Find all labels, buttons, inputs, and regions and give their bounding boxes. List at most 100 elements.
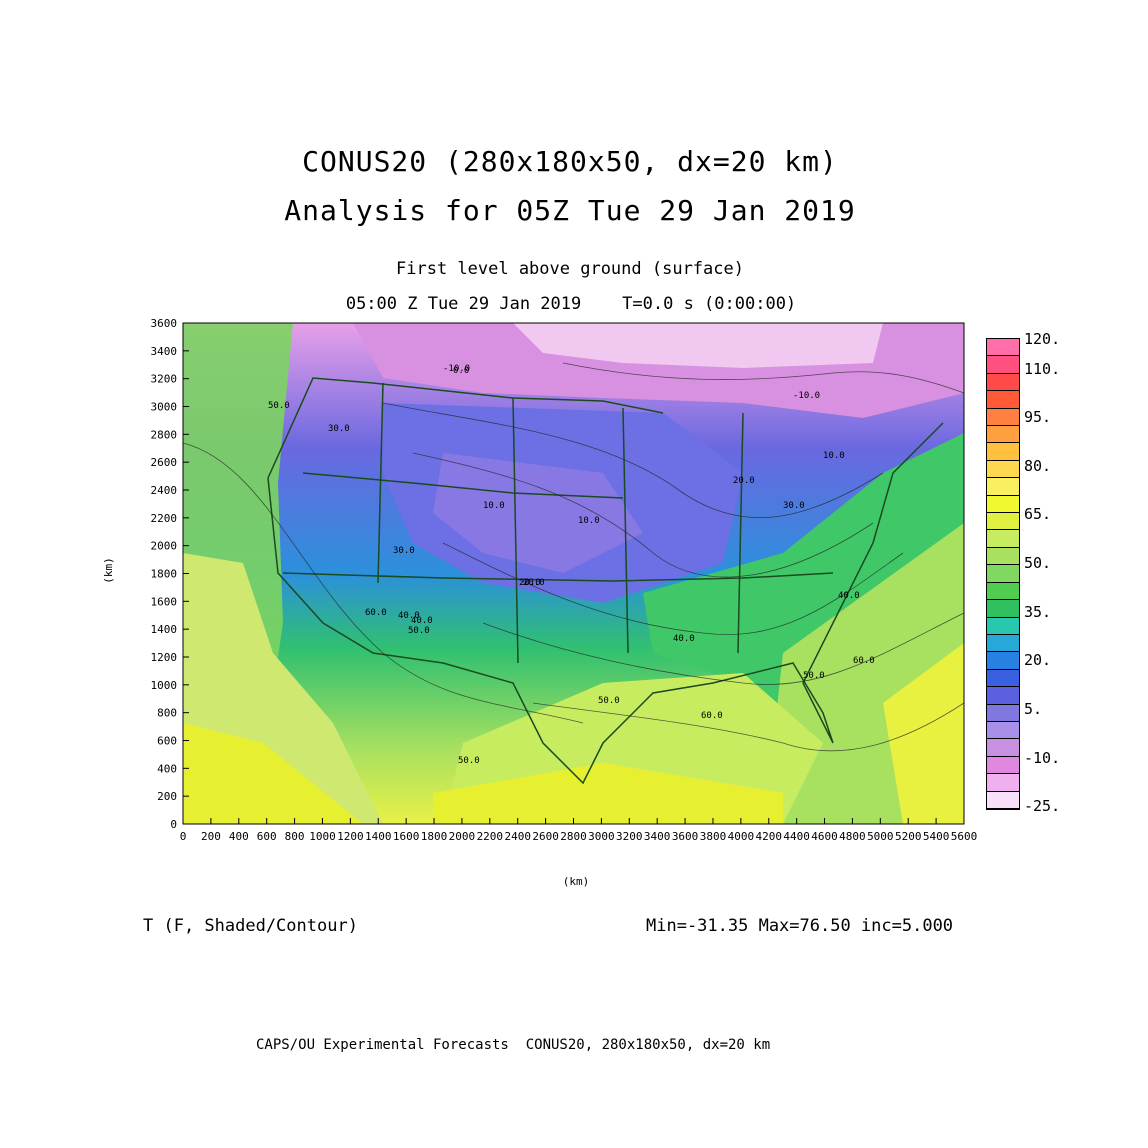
x-tick-label: 1200 xyxy=(337,830,364,843)
y-tick-label: 1800 xyxy=(151,568,178,581)
title-line-1: CONUS20 (280x180x50, dx=20 km) xyxy=(302,145,838,178)
x-tick-label: 3000 xyxy=(588,830,615,843)
colorbar-label: 35. xyxy=(1024,603,1052,621)
x-tick-label: 200 xyxy=(201,830,221,843)
subtitle-level: First level above ground (surface) xyxy=(396,259,744,279)
colorbar-segment xyxy=(987,460,1019,479)
colorbar-segment xyxy=(987,426,1019,444)
y-tick-label: 0 xyxy=(170,818,177,831)
contour-label: 60.0 xyxy=(365,608,387,618)
colorbar-segment xyxy=(987,791,1019,809)
y-tick-label: 2400 xyxy=(151,484,178,497)
title-line-2: Analysis for 05Z Tue 29 Jan 2019 xyxy=(284,194,856,227)
colorbar-segment xyxy=(987,582,1019,601)
colorbar-segment xyxy=(987,774,1019,792)
contour-label: -10.0 xyxy=(793,391,820,401)
y-tick-label: 1400 xyxy=(151,623,178,636)
x-tick-label: 1600 xyxy=(393,830,420,843)
x-tick-label: 5400 xyxy=(923,830,950,843)
contour-label: 60.0 xyxy=(853,656,875,666)
footer-text: CAPS/OU Experimental Forecasts CONUS20, … xyxy=(256,1037,771,1053)
x-tick-label: 4200 xyxy=(756,830,783,843)
colorbar-segment xyxy=(987,547,1019,566)
x-tick-label: 2000 xyxy=(449,830,476,843)
x-tick-label: 2800 xyxy=(560,830,587,843)
colorbar-segment xyxy=(987,634,1019,653)
colorbar-segment xyxy=(987,669,1019,688)
x-tick-label: 0 xyxy=(180,830,187,843)
contour-label: 40.0 xyxy=(838,591,860,601)
x-tick-label: 1400 xyxy=(365,830,392,843)
x-tick-label: 4000 xyxy=(728,830,755,843)
y-tick-label: 600 xyxy=(157,735,177,748)
colorbar-segment xyxy=(987,687,1019,705)
x-tick-label: 2400 xyxy=(504,830,531,843)
colorbar-segment xyxy=(987,652,1019,670)
colorbar-segment xyxy=(987,356,1019,374)
subtitle-time: 05:00 Z Tue 29 Jan 2019 T=0.0 s (0:00:00… xyxy=(345,294,797,314)
variable-label: T (F, Shaded/Contour) xyxy=(143,916,358,936)
x-tick-label: 2200 xyxy=(477,830,504,843)
colorbar-segment xyxy=(987,391,1019,409)
x-tick-label: 4600 xyxy=(811,830,838,843)
y-axis-label: (km) xyxy=(101,557,115,584)
contour-label: 10.0 xyxy=(578,516,600,526)
colorbar-label: -10. xyxy=(1024,749,1061,767)
colorbar-label: 5. xyxy=(1024,700,1043,718)
y-tick-label: 200 xyxy=(157,790,177,803)
x-tick-label: 4800 xyxy=(839,830,866,843)
contour-label: 10.0 xyxy=(823,451,845,461)
colorbar-segment xyxy=(987,530,1019,548)
y-tick-label: 2200 xyxy=(151,512,178,525)
colorbar-segment xyxy=(987,756,1019,775)
contour-label: 40.0 xyxy=(411,616,433,626)
x-tick-label: 3400 xyxy=(644,830,671,843)
contour-label: 30.0 xyxy=(328,424,350,434)
x-tick-label: 400 xyxy=(229,830,249,843)
colorbar-label: -25. xyxy=(1024,797,1061,815)
x-tick-label: 1800 xyxy=(421,830,448,843)
contour-label: 30.0 xyxy=(393,546,415,556)
contour-label: 50.0 xyxy=(803,671,825,681)
x-tick-label: 3800 xyxy=(700,830,727,843)
y-tick-label: 1200 xyxy=(151,651,178,664)
y-tick-label: 3400 xyxy=(151,345,178,358)
x-tick-label: 5600 xyxy=(951,830,978,843)
x-axis-label: (km) xyxy=(562,875,590,888)
temperature-field-svg: -10.0 -10.0 0.0 10.0 10.0 20.0 20.0 30.0… xyxy=(183,323,964,824)
contour-label: 10.0 xyxy=(483,501,505,511)
temperature-map: -10.0 -10.0 0.0 10.0 10.0 20.0 20.0 30.0… xyxy=(183,323,964,824)
colorbar-segment xyxy=(987,443,1019,461)
contour-label: 20.0 xyxy=(733,476,755,486)
colorbar-segment xyxy=(987,478,1019,496)
colorbar-segment xyxy=(987,339,1019,357)
colorbar-segment xyxy=(987,617,1019,635)
colorbar-segment xyxy=(987,565,1019,583)
x-tick-label: 800 xyxy=(285,830,305,843)
y-tick-label: 1000 xyxy=(151,679,178,692)
y-tick-label: 3600 xyxy=(151,317,178,330)
colorbar xyxy=(986,338,1020,810)
y-tick-label: 2600 xyxy=(151,456,178,469)
contour-label: 0.0 xyxy=(453,366,469,376)
contour-label: 30.0 xyxy=(783,501,805,511)
stats-label: Min=-31.35 Max=76.50 inc=5.000 xyxy=(646,916,954,936)
colorbar-label: 95. xyxy=(1024,408,1052,426)
contour-label: 50.0 xyxy=(408,626,430,636)
y-tick-label: 400 xyxy=(157,762,177,775)
colorbar-segment xyxy=(987,704,1019,722)
contour-label: 50.0 xyxy=(458,756,480,766)
colorbar-label: 110. xyxy=(1024,360,1061,378)
x-tick-label: 600 xyxy=(257,830,277,843)
colorbar-segment xyxy=(987,721,1019,740)
y-tick-label: 3000 xyxy=(151,401,178,414)
y-tick-label: 800 xyxy=(157,707,177,720)
colorbar-label: 80. xyxy=(1024,457,1052,475)
y-tick-label: 2000 xyxy=(151,540,178,553)
contour-label: 40.0 xyxy=(673,634,695,644)
y-tick-label: 3200 xyxy=(151,373,178,386)
colorbar-segment xyxy=(987,495,1019,514)
colorbar-label: 120. xyxy=(1024,330,1061,348)
colorbar-label: 20. xyxy=(1024,651,1052,669)
x-tick-label: 5000 xyxy=(867,830,894,843)
